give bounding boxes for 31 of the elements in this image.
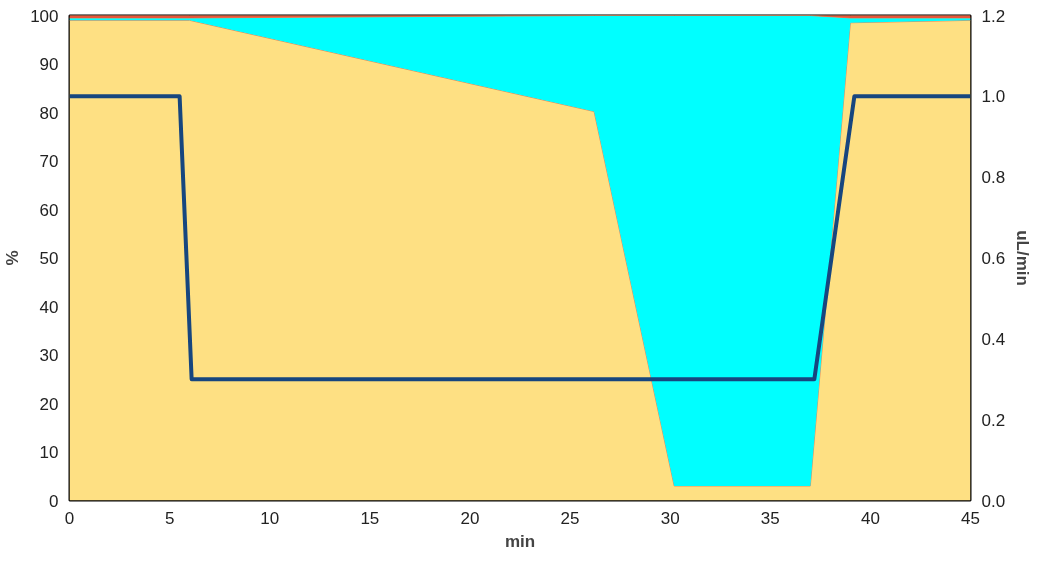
y2-tick-label: 0.0 bbox=[981, 491, 1006, 511]
x-tick-label: 15 bbox=[360, 508, 380, 528]
y2-tick-label: 0.8 bbox=[981, 168, 1006, 188]
y2-tick-label: 0.4 bbox=[981, 329, 1006, 349]
y-tick-label: 50 bbox=[39, 249, 59, 268]
y-tick-label: 100 bbox=[30, 6, 59, 26]
y-tick-label: 70 bbox=[39, 152, 59, 171]
x-tick-label: 30 bbox=[660, 508, 680, 528]
y-tick-label: 30 bbox=[39, 346, 59, 365]
y2-tick-label: 0.2 bbox=[981, 410, 1006, 430]
y2-tick-label: 1.0 bbox=[981, 87, 1006, 107]
y-tick-label: 60 bbox=[39, 200, 59, 220]
y2-tick-label: 0.6 bbox=[981, 249, 1006, 268]
x-tick-label: 10 bbox=[260, 508, 280, 528]
x-tick-label: 20 bbox=[460, 508, 480, 528]
y-tick-label: 40 bbox=[39, 297, 59, 317]
x-tick-label: 35 bbox=[760, 508, 780, 528]
x-tick-label: 45 bbox=[961, 508, 980, 528]
y-tick-label: 0 bbox=[49, 491, 59, 511]
x-tick-label: 40 bbox=[860, 508, 880, 528]
x-axis-title: min bbox=[504, 531, 536, 551]
y-tick-label: 10 bbox=[39, 443, 59, 462]
y-tick-label: 80 bbox=[39, 103, 59, 123]
y2-axis-title: uL/min bbox=[1013, 230, 1033, 286]
y-tick-label: 20 bbox=[39, 394, 59, 414]
y-tick-label: 90 bbox=[39, 55, 59, 74]
y2-tick-label: 1.2 bbox=[981, 6, 1006, 26]
x-tick-label: 0 bbox=[64, 508, 75, 528]
x-tick-label: 5 bbox=[164, 508, 175, 528]
x-tick-label: 25 bbox=[560, 508, 580, 528]
y-axis-title: % bbox=[3, 250, 23, 266]
